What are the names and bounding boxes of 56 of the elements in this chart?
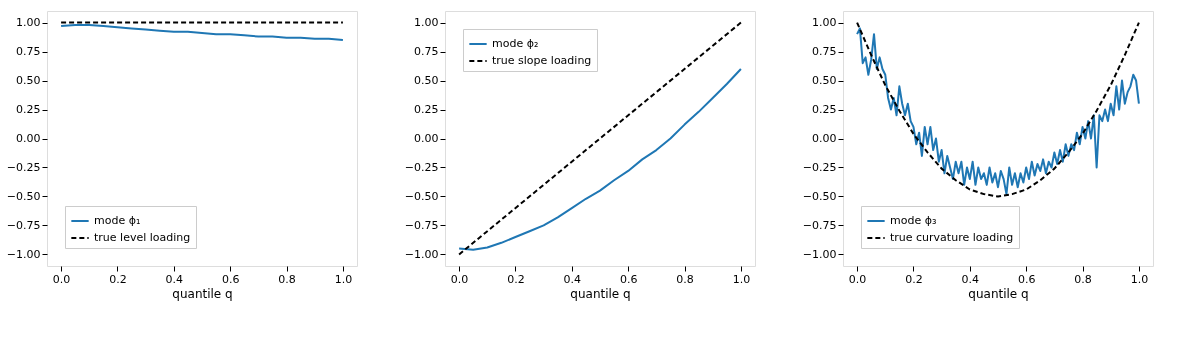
legend-label: mode ϕ₃ <box>890 214 937 227</box>
x-tick-label: 0.2 <box>109 272 127 286</box>
legend-label: mode ϕ₁ <box>94 214 141 227</box>
y-tick-label: 0.50 <box>812 74 837 88</box>
y-tick-label: 0.25 <box>414 103 439 117</box>
x-tick-label: 0.0 <box>52 272 71 286</box>
legend-label: true level loading <box>94 231 191 244</box>
y-tick-label: −1.00 <box>6 247 41 261</box>
y-tick-label: 0.75 <box>414 45 439 59</box>
y-tick-label: −0.75 <box>802 218 837 232</box>
x-axis-title: quantile q <box>172 286 233 301</box>
y-tick-label: −0.50 <box>6 189 41 203</box>
y-tick-label: 0.00 <box>812 132 837 145</box>
y-tick-label: −0.25 <box>404 160 439 174</box>
x-tick-label: 0.6 <box>221 272 240 286</box>
x-tick-label: 0.8 <box>676 272 694 286</box>
y-tick-label: −1.00 <box>404 247 439 261</box>
y-tick-label: −0.75 <box>404 218 439 232</box>
x-tick-label: 0.2 <box>507 272 525 286</box>
y-tick-label: 1.00 <box>414 16 439 30</box>
legend-label: true curvature loading <box>890 231 1014 244</box>
y-tick-label: −0.75 <box>6 218 41 232</box>
y-tick-label: −0.25 <box>802 160 837 174</box>
x-axis-title: quantile q <box>968 286 1029 301</box>
y-tick-label: 0.75 <box>16 45 41 59</box>
y-tick-label: 0.75 <box>812 45 837 59</box>
y-tick-label: 0.50 <box>16 74 41 88</box>
y-tick-label: 0.00 <box>16 132 41 145</box>
x-tick-label: 1.0 <box>732 272 751 286</box>
y-tick-label: −0.25 <box>6 160 41 174</box>
x-tick-label: 1.0 <box>334 272 353 286</box>
x-tick-label: 0.0 <box>450 272 469 286</box>
y-tick-label: −0.50 <box>802 189 837 203</box>
line-series <box>60 23 344 41</box>
y-tick-label: 1.00 <box>812 16 837 30</box>
legend-label: mode ϕ₂ <box>492 37 539 50</box>
y-tick-label: 0.00 <box>414 132 439 145</box>
y-tick-label: −1.00 <box>802 247 837 261</box>
line-series <box>458 67 742 251</box>
x-tick-label: 0.0 <box>848 272 867 286</box>
y-tick-label: 1.00 <box>16 16 41 30</box>
x-tick-label: 0.2 <box>905 272 923 286</box>
x-tick-label: 0.8 <box>278 272 296 286</box>
y-tick-label: −0.50 <box>404 189 439 203</box>
x-tick-label: 0.6 <box>1017 272 1036 286</box>
y-tick-label: 0.25 <box>812 103 837 117</box>
y-tick-label: 0.25 <box>16 103 41 117</box>
x-tick-label: 0.6 <box>619 272 638 286</box>
x-tick-label: 0.4 <box>165 272 184 286</box>
y-tick-label: 0.50 <box>414 74 439 88</box>
x-tick-label: 0.8 <box>1074 272 1092 286</box>
legend-label: true slope loading <box>492 54 592 67</box>
x-tick-label: 0.4 <box>563 272 582 286</box>
x-tick-label: 1.0 <box>1130 272 1149 286</box>
x-axis-title: quantile q <box>570 286 631 301</box>
x-tick-label: 0.4 <box>961 272 980 286</box>
